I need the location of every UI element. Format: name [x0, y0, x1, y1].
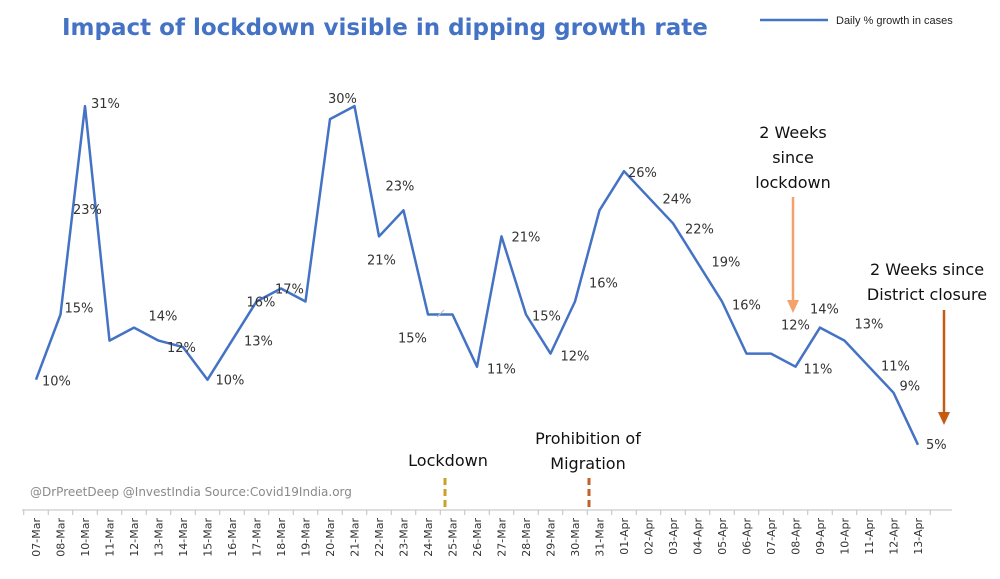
lockdown-annotation-label: Lockdown — [408, 451, 488, 470]
x-tick-label: 10-Apr — [839, 518, 852, 555]
data-label: 16% — [589, 277, 618, 292]
data-label: 24% — [663, 192, 692, 207]
x-tick-label: 13-Mar — [153, 518, 166, 557]
data-label: 31% — [91, 97, 120, 112]
legend-label: Daily % growth in cases — [836, 15, 953, 27]
data-labels: 10%15%31%23%14%12%10%13%16%17%30%21%23%1… — [42, 92, 947, 453]
x-tick-label: 10-Mar — [79, 518, 92, 557]
x-axis-ticks — [23, 510, 931, 515]
data-label: 5% — [926, 438, 947, 453]
x-tick-label: 25-Mar — [447, 518, 460, 557]
data-label: 11% — [487, 363, 516, 378]
source-watermark: @DrPreetDeep @InvestIndia Source:Covid19… — [30, 485, 352, 499]
data-label: 12% — [167, 341, 196, 356]
data-label: 12% — [561, 350, 590, 365]
x-tick-label: 23-Mar — [398, 518, 411, 557]
x-tick-label: 15-Mar — [202, 518, 215, 557]
x-tick-label: 05-Apr — [716, 518, 729, 555]
data-label: 23% — [73, 203, 102, 218]
data-label: 17% — [275, 283, 304, 298]
x-tick-label: 24-Mar — [422, 518, 435, 557]
data-label: 14% — [810, 303, 839, 318]
data-label: 21% — [512, 230, 541, 245]
x-tick-label: 08-Mar — [55, 518, 68, 557]
x-tick-label: 07-Apr — [765, 518, 778, 555]
data-label: 10% — [216, 374, 245, 389]
x-tick-label: 14-Mar — [177, 518, 190, 557]
x-tick-label: 02-Apr — [643, 518, 656, 555]
chart-title: Impact of lockdown visible in dipping gr… — [62, 15, 708, 41]
data-label: 11% — [804, 363, 833, 378]
data-label: 15% — [65, 302, 94, 317]
two-weeks-lockdown-line3: lockdown — [755, 173, 830, 192]
two-weeks-lockdown-arrowhead — [787, 300, 799, 313]
migration-annotation-line2: Migration — [550, 454, 625, 473]
x-tick-label: 07-Mar — [30, 518, 43, 557]
two-weeks-district-line2: District closure — [867, 285, 987, 304]
x-tick-label: 31-Mar — [594, 518, 607, 557]
x-tick-label: 09-Apr — [814, 518, 827, 555]
x-tick-label: 26-Mar — [471, 518, 484, 557]
data-label: 19% — [712, 255, 741, 270]
x-tick-label: 01-Apr — [618, 518, 631, 555]
two-weeks-lockdown-line1: 2 Weeks — [759, 123, 826, 142]
x-tick-label: 11-Apr — [863, 518, 876, 555]
x-tick-label: 11-Mar — [104, 518, 117, 557]
x-tick-label: 21-Mar — [349, 518, 362, 557]
data-label: 15% — [398, 332, 427, 347]
x-tick-label: 17-Mar — [251, 518, 264, 557]
series-line-daily-growth — [34, 104, 920, 446]
two-weeks-district-arrowhead — [938, 412, 950, 425]
x-tick-label: 03-Apr — [667, 518, 680, 555]
data-label: 23% — [386, 179, 415, 194]
x-tick-label: 16-Mar — [226, 518, 239, 557]
x-tick-label: 13-Apr — [912, 518, 925, 555]
x-tick-label: 12-Mar — [128, 518, 141, 557]
data-label: 12% — [781, 319, 810, 334]
x-axis-tick-labels: 07-Mar 08-Mar 10-Mar 11-Mar 12-Mar 13-Mar 14-M… — [30, 518, 925, 557]
data-label: 16% — [732, 299, 761, 314]
two-weeks-lockdown-annotation: 2 Weeks since lockdown — [755, 123, 831, 313]
x-tick-label: 20-Mar — [324, 518, 337, 557]
data-label: 15% — [532, 310, 561, 325]
data-label: 16% — [247, 296, 276, 311]
x-tick-label: 29-Mar — [545, 518, 558, 557]
two-weeks-district-annotation: 2 Weeks since District closure — [867, 260, 987, 425]
data-label: 30% — [328, 92, 357, 107]
data-label: 9% — [900, 380, 921, 395]
x-tick-label: 06-Apr — [741, 518, 754, 555]
x-tick-label: 30-Mar — [569, 518, 582, 557]
x-tick-label: 08-Apr — [790, 518, 803, 555]
x-tick-label: 04-Apr — [692, 518, 705, 555]
legend: Daily % growth in cases — [760, 15, 953, 27]
x-tick-label: 27-Mar — [496, 518, 509, 557]
migration-annotation: Prohibition of Migration — [535, 429, 641, 510]
lockdown-annotation: Lockdown — [408, 451, 488, 510]
x-tick-label: 22-Mar — [373, 518, 386, 557]
x-tick-label: 12-Apr — [888, 518, 901, 555]
two-weeks-lockdown-line2: since — [772, 148, 814, 167]
x-tick-label: 19-Mar — [300, 518, 313, 557]
data-label: 22% — [685, 222, 714, 237]
data-label: 13% — [244, 335, 273, 350]
data-label: 21% — [367, 253, 396, 268]
data-label: 11% — [881, 360, 910, 375]
two-weeks-district-line1: 2 Weeks since — [870, 260, 984, 279]
data-label: 26% — [628, 166, 657, 181]
x-tick-label: 28-Mar — [520, 518, 533, 557]
x-tick-label: 18-Mar — [275, 518, 288, 557]
data-label-leader-line — [436, 309, 445, 318]
data-label: 10% — [42, 375, 71, 390]
migration-annotation-line1: Prohibition of — [535, 429, 641, 448]
data-label: 14% — [149, 310, 178, 325]
data-label: 13% — [855, 318, 884, 333]
